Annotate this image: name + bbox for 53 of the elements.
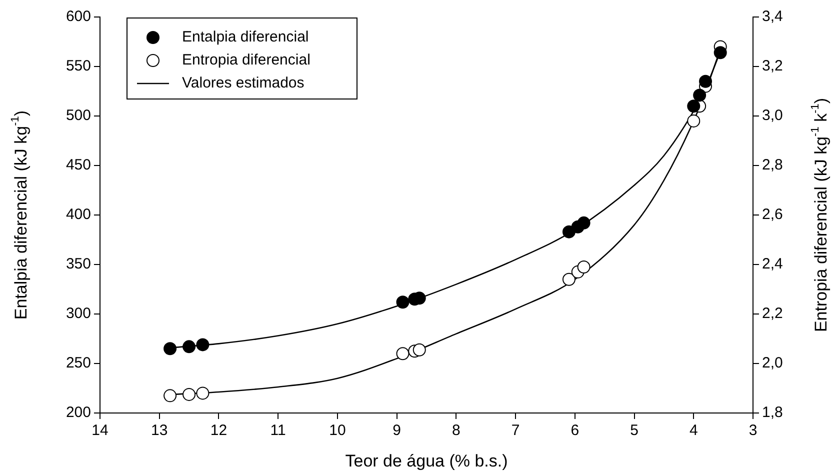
y-tick-label: 300	[66, 305, 91, 322]
point	[562, 272, 576, 286]
y-tick-label: 350	[66, 256, 91, 273]
x-tick-label: 14	[92, 422, 108, 440]
x-tick-label: 3	[748, 422, 758, 440]
y2-tick-label: 2,4	[762, 256, 783, 273]
point	[687, 100, 700, 113]
x-tick-label: 6	[570, 422, 580, 440]
point	[714, 46, 727, 60]
point	[196, 386, 210, 400]
legend-label: Entalpia diferencial	[182, 28, 309, 46]
x-tick-label: 5	[630, 422, 638, 440]
y2-tick-label: 2,8	[762, 156, 783, 174]
x-tick-label: 11	[270, 422, 286, 440]
point	[693, 88, 706, 102]
x-axis-title: Teor de água (% b.s.)	[345, 452, 508, 471]
y2-tick-label: 3,2	[762, 58, 783, 75]
point	[164, 342, 177, 356]
x-tick-label: 8	[452, 422, 460, 440]
y-tick-label: 550	[66, 58, 91, 75]
point	[412, 343, 426, 356]
y-axis-title: Entalpia diferencial (kJ kg-1)	[9, 110, 31, 320]
x-tick-label: 9	[392, 422, 401, 440]
y2-tick-label: 2,6	[762, 206, 783, 224]
y2-axis-title: Entropia diferencial (kJ kg-1 k-1)	[809, 98, 831, 332]
legend-label: Entropia diferencial	[182, 52, 310, 69]
y2-tick-label: 3,0	[762, 107, 783, 124]
point	[196, 338, 210, 352]
y-tick-label: 250	[66, 354, 91, 372]
y-tick-label: 500	[66, 107, 91, 124]
point	[182, 388, 196, 401]
y-tick-label: 450	[66, 156, 91, 174]
x-tick-label: 10	[329, 422, 346, 440]
point	[164, 389, 177, 402]
point	[687, 114, 700, 128]
point	[396, 347, 410, 360]
point	[699, 74, 712, 88]
point	[577, 216, 590, 230]
x-tick-label: 13	[151, 422, 168, 440]
legend-label: Valores estimados	[182, 74, 304, 92]
point	[182, 340, 196, 354]
x-tick-label: 4	[689, 422, 698, 440]
y2-tick-label: 3,4	[762, 8, 783, 26]
y-tick-label: 200	[66, 404, 91, 422]
point	[396, 296, 410, 309]
y2-tick-label: 2,2	[762, 305, 783, 322]
point	[577, 260, 590, 274]
x-tick-label: 12	[210, 422, 228, 440]
y-tick-label: 600	[66, 8, 91, 26]
y2-tick-label: 1,8	[762, 404, 783, 422]
y2-tick-label: 2,0	[762, 354, 783, 372]
y-tick-label: 400	[66, 206, 91, 224]
x-tick-label: 7	[511, 422, 520, 440]
